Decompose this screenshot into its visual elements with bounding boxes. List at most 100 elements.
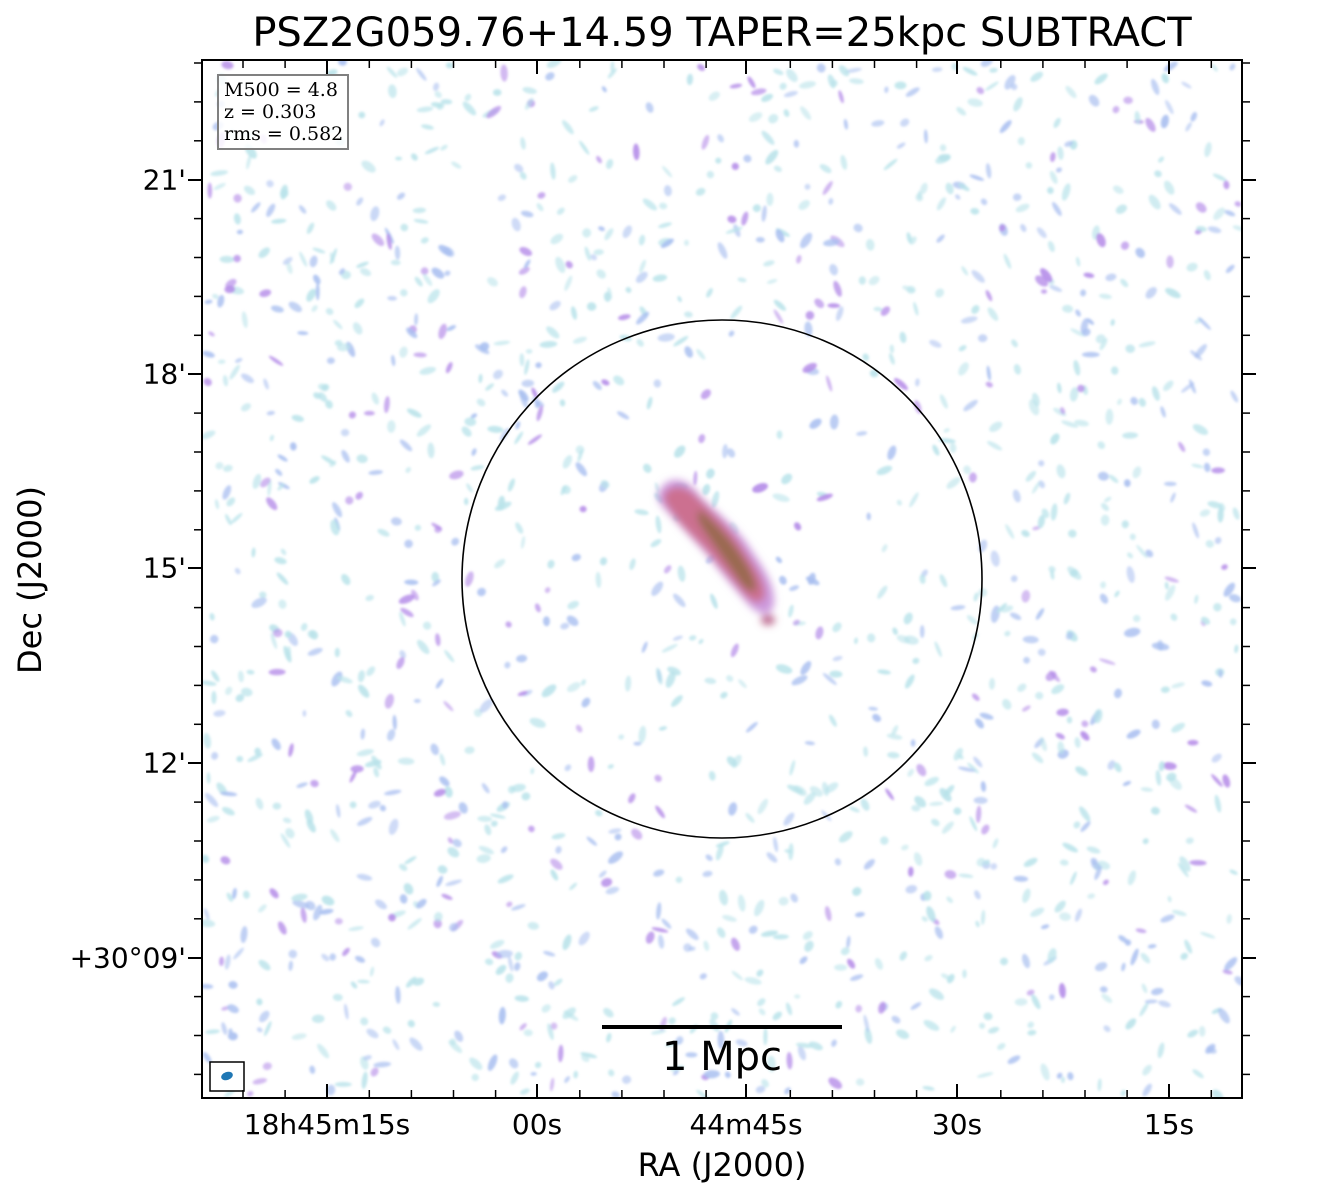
noise-speckle [827,303,841,308]
noise-speckle [256,1027,263,1033]
noise-speckle [396,192,406,200]
noise-speckle [240,403,252,412]
noise-speckle [1189,860,1207,866]
noise-speckle [984,859,990,866]
noise-speckle [1105,408,1114,425]
noise-speckle [722,915,737,922]
noise-speckle [855,1078,865,1086]
noise-speckle [748,925,758,934]
noise-speckle [484,824,492,836]
noise-speckle [202,983,214,989]
noise-speckle [990,863,998,870]
noise-speckle [202,854,210,864]
noise-speckle [693,470,698,486]
noise-speckle [349,801,357,809]
noise-speckle [929,339,942,348]
noise-speckle [635,271,648,283]
noise-speckle [278,599,287,609]
noise-speckle [392,1039,400,1051]
noise-speckle [236,755,244,763]
noise-speckle [1204,142,1212,158]
noise-speckle [872,713,881,722]
noise-speckle [980,781,987,792]
noise-speckle [672,997,685,1006]
noise-speckle [522,87,537,94]
noise-speckle [1114,590,1120,598]
noise-speckle [1162,762,1177,770]
noise-speckle [524,359,530,375]
noise-speckle [1207,501,1222,509]
noise-speckle [534,1061,542,1069]
noise-speckle [202,1052,212,1064]
noise-speckle [400,607,414,618]
noise-speckle [1219,503,1226,512]
noise-speckle [905,884,918,894]
noise-speckle [329,460,337,468]
noise-speckle [592,381,602,390]
noise-speckle [1068,529,1077,538]
noise-speckle [242,890,250,899]
noise-speckle [1218,1008,1230,1024]
noise-speckle [1184,939,1193,954]
noise-speckle [431,571,440,583]
radio-source [657,479,775,625]
noise-speckle [490,813,506,819]
noise-speckle [1070,871,1077,886]
noise-speckle [487,425,504,433]
noise-speckle [443,700,454,712]
noise-speckle [527,434,542,445]
noise-speckle [397,757,415,765]
noise-speckle [451,161,462,169]
noise-speckle [360,728,366,740]
noise-speckle [1150,806,1160,815]
noise-speckle [1022,635,1039,644]
noise-speckle [547,559,555,569]
noise-speckle [595,810,603,817]
noise-speckle [838,65,850,77]
noise-speckle [887,445,897,460]
noise-speckle [471,1073,479,1082]
noise-speckle [283,645,292,663]
noise-speckle [252,473,262,489]
noise-speckle [356,749,374,757]
noise-speckle [767,1055,776,1073]
noise-speckle [225,686,233,695]
noise-speckle [515,421,521,430]
noise-speckle [828,714,837,727]
noise-speckle [555,846,562,854]
noise-speckle [1003,253,1012,269]
noise-speckle [255,797,264,810]
noise-speckle [731,162,739,171]
noise-speckle [923,129,928,144]
noise-speckle [835,306,844,322]
noise-speckle [1038,460,1045,467]
noise-speckle [825,782,839,793]
noise-speckle [1007,1055,1021,1064]
noise-speckle [478,373,483,384]
noise-speckle [873,306,883,312]
noise-speckle [946,477,961,489]
noise-speckle [318,392,328,402]
noise-speckle [947,973,955,984]
noise-speckle [519,391,528,408]
noise-speckle [658,934,665,949]
noise-speckle [706,468,715,479]
noise-speckle [1066,716,1073,724]
noise-speckle [492,89,502,96]
noise-speckle [717,134,724,143]
noise-speckle [205,793,219,807]
noise-speckle [306,222,315,234]
noise-speckle [1120,278,1129,288]
noise-speckle [646,396,653,410]
noise-speckle [513,962,521,971]
noise-speckle [633,741,642,746]
noise-speckle [579,140,590,155]
noise-speckle [880,306,891,316]
noise-speckle [1117,398,1122,406]
noise-speckle [1120,1089,1127,1097]
noise-speckle [214,499,220,510]
noise-speckle [1214,536,1222,545]
noise-speckle [403,883,414,895]
noise-speckle [304,809,314,824]
noise-speckle [477,815,493,822]
